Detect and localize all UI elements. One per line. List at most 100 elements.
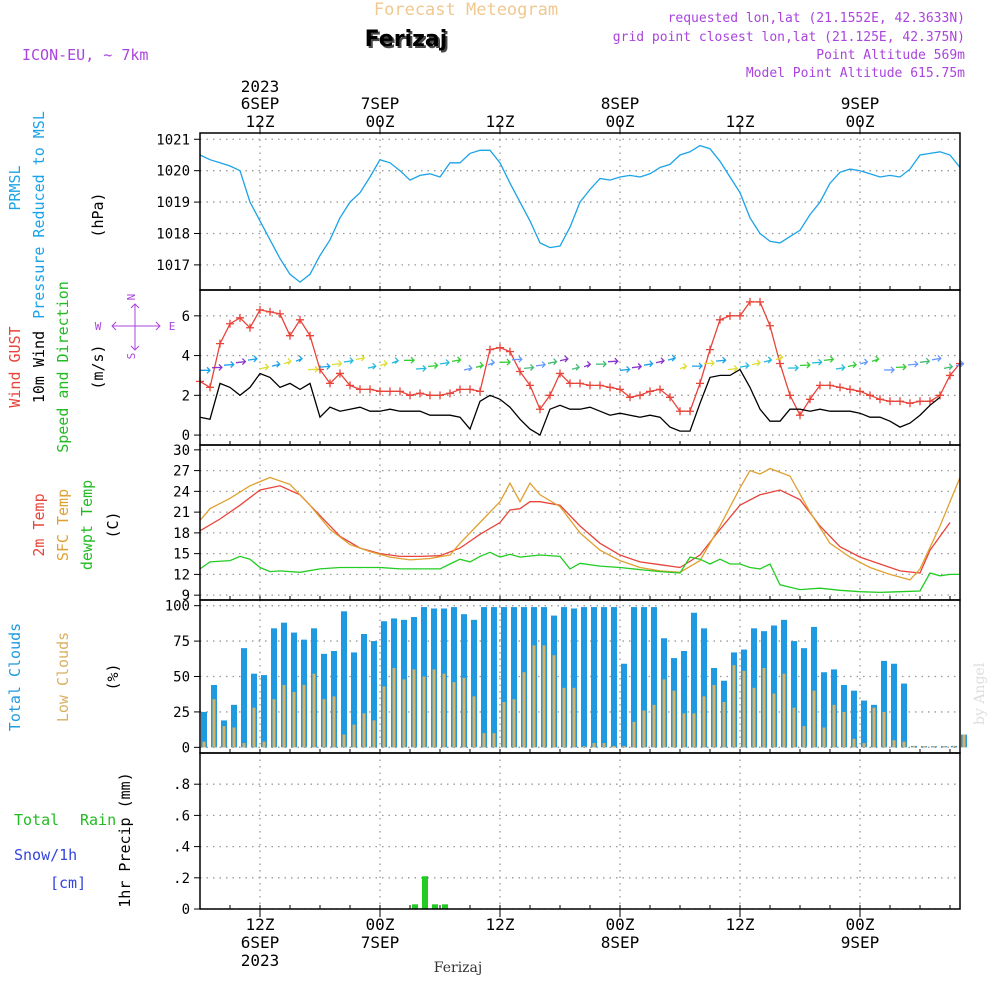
gust-marker (526, 381, 534, 390)
gust-marker (576, 379, 584, 388)
wind-direction-arrow-icon (607, 357, 619, 365)
bar-clouds (561, 607, 567, 748)
gust-marker (926, 397, 934, 406)
wind-direction-arrow-icon (439, 359, 450, 367)
x-tick-label-top: 12Z (726, 112, 755, 131)
bar-clouds (302, 685, 306, 748)
bar-clouds (552, 655, 556, 748)
bar-clouds (612, 745, 616, 748)
gust-marker (256, 305, 264, 314)
bar-clouds (582, 746, 586, 748)
x-tick-label-top: 00Z (846, 112, 875, 131)
wind-direction-arrow-icon (487, 359, 496, 366)
wind-direction-arrow-icon (451, 356, 462, 364)
wind-direction-arrow-icon (463, 364, 473, 372)
wind-direction-arrow-icon (559, 355, 569, 363)
series-line-wind (199, 368, 941, 437)
bar-clouds (231, 704, 237, 748)
bar-clouds (832, 704, 836, 748)
gust-marker (716, 315, 724, 324)
bar-clouds (851, 690, 857, 748)
gust-marker (676, 407, 684, 416)
bar-clouds (261, 675, 267, 748)
gust-marker (446, 389, 454, 398)
wind-direction-arrow-icon (619, 365, 631, 373)
gust-marker (556, 369, 564, 378)
wind-direction-arrow-icon (691, 362, 703, 370)
axis-label-pressure: PRMSL (6, 165, 24, 210)
bar-clouds (942, 746, 946, 748)
gust-marker (756, 297, 764, 306)
x-tick-label-top: 2023 (241, 77, 280, 96)
wind-direction-arrow-icon (931, 354, 942, 362)
y-tick-label: 0 (182, 902, 190, 918)
bar-clouds (471, 619, 477, 748)
wind-direction-arrow-icon (763, 356, 773, 364)
wind-direction-arrow-icon (571, 363, 581, 371)
series-line-temperature (199, 551, 960, 594)
gust-marker (896, 397, 904, 406)
wind-direction-arrow-icon (919, 357, 931, 365)
bar-clouds (322, 699, 326, 748)
x-tick-label-top: 8SEP (601, 94, 640, 113)
bar-clouds (651, 607, 657, 748)
wind-direction-arrow-icon (703, 359, 715, 367)
gust-marker (476, 387, 484, 396)
gust-marker (666, 393, 674, 402)
bar-clouds (341, 611, 347, 748)
gust-marker (776, 359, 784, 368)
axis-label-wind: Wind GUST (6, 326, 24, 407)
wind-direction-arrow-icon (811, 358, 823, 366)
bar-clouds (782, 673, 786, 748)
bar-clouds (902, 741, 906, 748)
wind-direction-arrow-icon (259, 363, 270, 371)
bar-clouds (672, 690, 676, 748)
bar-clouds (432, 669, 436, 748)
bar-clouds (492, 733, 496, 748)
gust-marker (336, 369, 344, 378)
bar-clouds (201, 711, 207, 748)
series-layer (196, 144, 967, 909)
bar-clouds (842, 711, 846, 748)
axis-label-temperature: SFC Temp (54, 489, 72, 561)
wind-direction-arrow-icon (511, 355, 523, 363)
bar-clouds (581, 607, 587, 748)
wind-direction-arrow-icon (655, 357, 665, 365)
bar-clouds (892, 740, 896, 748)
y-tick-label: 25 (173, 705, 190, 721)
wind-direction-arrow-icon (859, 358, 869, 366)
gust-marker (266, 307, 274, 316)
wind-direction-arrow-icon (871, 355, 880, 363)
wind-direction-arrow-icon (295, 355, 303, 363)
bar-clouds (591, 607, 597, 748)
y-tick-label: 21 (173, 505, 190, 521)
wind-direction-arrow-icon (799, 361, 811, 369)
x-tick-label-top: 12Z (486, 112, 515, 131)
compass-label: W (95, 320, 102, 333)
y-tick-label: 0 (182, 428, 190, 444)
gust-marker (656, 385, 664, 394)
wind-direction-arrow-icon (271, 360, 281, 368)
wind-direction-arrow-icon (367, 362, 377, 370)
wind-direction-arrow-icon (283, 357, 292, 365)
axis-label-precip: 1hr Precip (mm) (116, 772, 134, 907)
gust-marker (646, 387, 654, 396)
y-tick-label: 27 (173, 464, 190, 480)
y-tick-label: 1020 (156, 164, 190, 180)
axis-label-wind: Speed and Direction (54, 281, 72, 453)
gust-marker (276, 309, 284, 318)
legend-label-precip: Rain (80, 811, 116, 829)
y-tick-label: 30 (173, 443, 190, 459)
bar-clouds (371, 641, 377, 748)
gust-marker (456, 385, 464, 394)
gust-marker (226, 319, 234, 328)
y-tick-label: 1018 (156, 226, 190, 242)
faint-title: Forecast Meteogram (374, 0, 558, 20)
wind-direction-arrow-icon (943, 363, 954, 371)
compass-label: S (125, 353, 138, 360)
compass-label: E (169, 320, 176, 333)
bar-clouds (522, 672, 526, 748)
wind-direction-arrow-icon (475, 361, 484, 369)
x-tick-label-bottom: 9SEP (841, 933, 880, 952)
